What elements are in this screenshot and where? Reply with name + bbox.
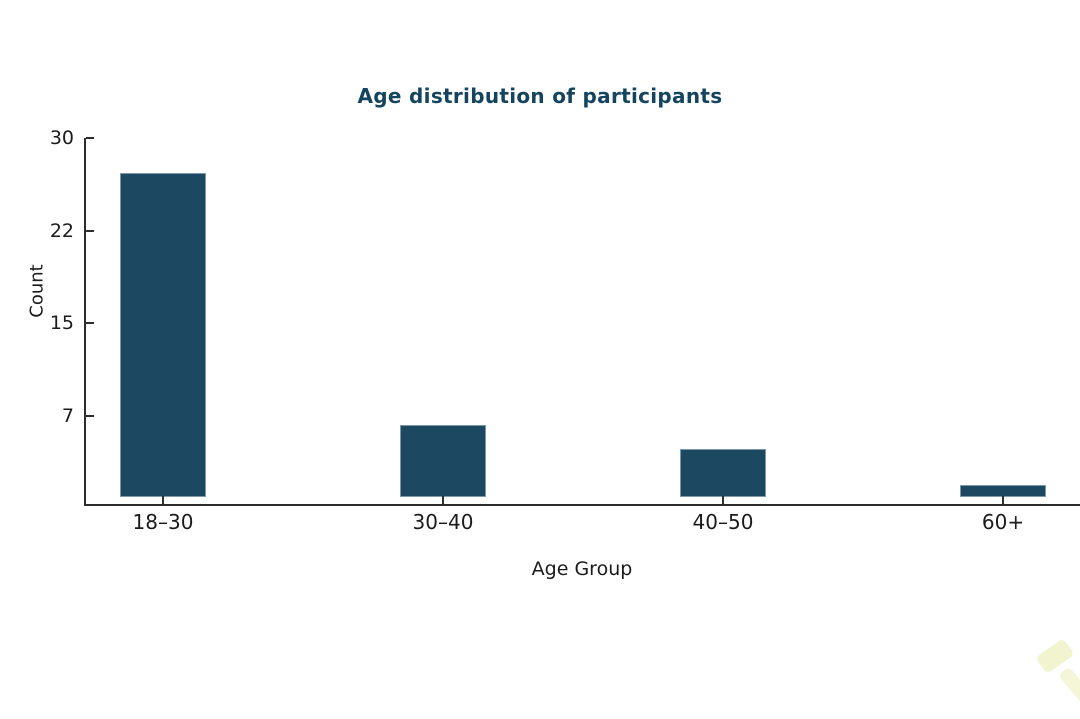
- bar: [680, 449, 766, 497]
- y-tick-mark: [86, 415, 94, 418]
- y-tick-label: 7: [61, 405, 74, 428]
- x-tick-mark: [442, 496, 444, 504]
- x-tick-label: 18–30: [132, 510, 194, 534]
- y-tick-mark: [86, 229, 94, 232]
- x-tick-mark: [722, 496, 724, 504]
- x-tick-label: 40–50: [692, 510, 754, 534]
- x-tick-mark: [1002, 496, 1004, 504]
- y-axis-label: Count: [26, 264, 48, 318]
- bar: [400, 425, 486, 497]
- x-tick-label: 60+: [981, 510, 1025, 534]
- plot-area: 18–30 30–40 40–50 60+ 30 22 15 7: [50, 127, 1080, 534]
- y-tick-label: 22: [49, 219, 74, 242]
- chart-title: Age distribution of participants: [357, 84, 723, 108]
- y-tick-label: 15: [49, 312, 74, 335]
- y-tick-mark: [86, 322, 94, 325]
- x-tick-label: 30–40: [412, 510, 474, 534]
- x-tick-mark: [162, 496, 164, 504]
- watermark-smudge: [1058, 666, 1080, 708]
- y-tick-label: 30: [49, 127, 74, 149]
- x-axis-label: Age Group: [531, 558, 633, 580]
- y-tick-mark: [86, 137, 94, 139]
- bar: [120, 173, 206, 497]
